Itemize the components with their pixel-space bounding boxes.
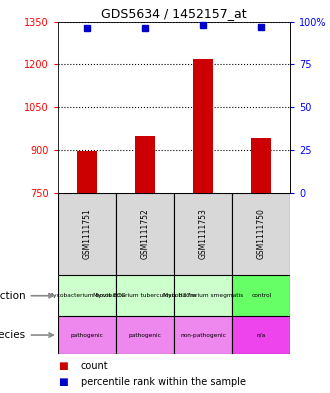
- Text: ■: ■: [58, 362, 68, 371]
- Text: non-pathogenic: non-pathogenic: [180, 332, 226, 338]
- Bar: [77, 151, 97, 193]
- Text: control: control: [251, 293, 272, 298]
- Bar: [135, 136, 155, 193]
- Text: pathogenic: pathogenic: [70, 332, 103, 338]
- Bar: [58, 275, 116, 316]
- Title: GDS5634 / 1452157_at: GDS5634 / 1452157_at: [101, 7, 247, 20]
- Text: infection: infection: [0, 291, 53, 301]
- Text: Mycobacterium smegmatis: Mycobacterium smegmatis: [163, 293, 243, 298]
- Bar: [232, 275, 290, 316]
- Bar: [58, 193, 116, 275]
- Text: Mycobacterium tuberculosis H37ra: Mycobacterium tuberculosis H37ra: [93, 293, 197, 298]
- Text: Mycobacterium bovis BCG: Mycobacterium bovis BCG: [48, 293, 126, 298]
- Bar: [174, 193, 232, 275]
- Bar: [232, 316, 290, 354]
- Text: species: species: [0, 330, 53, 340]
- Bar: [193, 59, 213, 193]
- Bar: [116, 193, 174, 275]
- Text: ■: ■: [58, 377, 68, 387]
- Bar: [116, 275, 174, 316]
- Text: n/a: n/a: [257, 332, 266, 338]
- Text: GSM1111752: GSM1111752: [141, 208, 149, 259]
- Text: GSM1111751: GSM1111751: [82, 208, 91, 259]
- Text: percentile rank within the sample: percentile rank within the sample: [81, 377, 246, 387]
- Bar: [174, 275, 232, 316]
- Bar: [58, 316, 116, 354]
- Text: pathogenic: pathogenic: [129, 332, 161, 338]
- Bar: [116, 316, 174, 354]
- Text: count: count: [81, 362, 109, 371]
- Bar: [232, 193, 290, 275]
- Text: GSM1111753: GSM1111753: [199, 208, 208, 259]
- Text: GSM1111750: GSM1111750: [257, 208, 266, 259]
- Bar: [251, 138, 272, 193]
- Bar: [174, 316, 232, 354]
